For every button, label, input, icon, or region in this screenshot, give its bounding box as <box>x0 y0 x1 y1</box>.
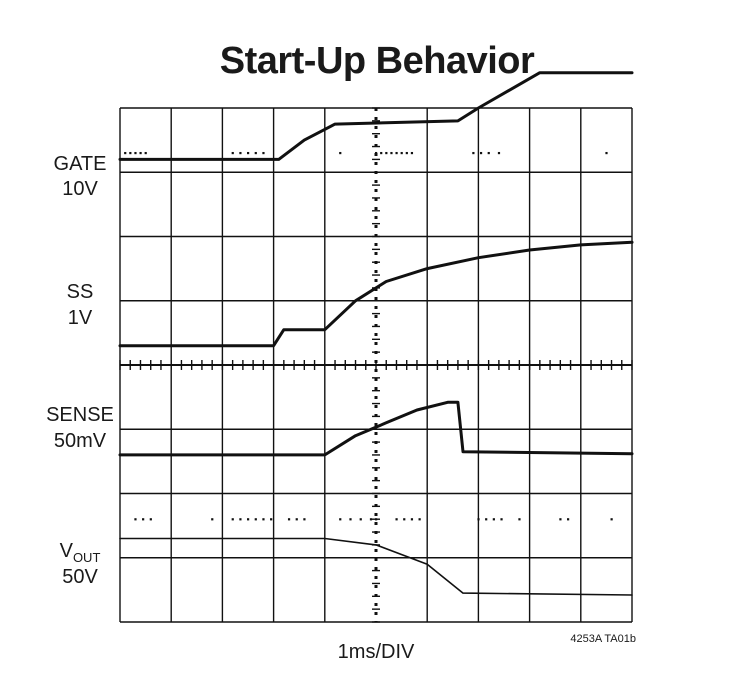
level-dot-2 <box>518 518 521 521</box>
graticule <box>119 107 633 623</box>
level-dot-2 <box>262 518 265 521</box>
channel-1-scale: 10V <box>62 178 98 200</box>
trace-channel-2 <box>118 240 634 348</box>
level-dot-1 <box>239 151 242 155</box>
channel-2-scale: 1V <box>68 307 93 329</box>
channel-1-label: GATE <box>54 153 107 175</box>
channel-4-name: V <box>60 540 74 562</box>
level-dot-1 <box>375 151 378 155</box>
level-dot-1 <box>385 151 388 155</box>
channel-3-label: SENSE <box>46 404 114 426</box>
level-dot-2 <box>211 518 214 521</box>
level-dot-1 <box>139 151 142 155</box>
level-dot-1 <box>129 151 132 155</box>
level-dot-2 <box>247 518 250 521</box>
level-dot-2 <box>485 518 488 521</box>
level-dot-1 <box>405 151 408 155</box>
level-dot-1 <box>124 151 127 155</box>
level-dot-2 <box>149 518 152 521</box>
level-dot-2 <box>492 518 495 521</box>
channel-4-name-sub: OUT <box>73 550 101 565</box>
level-dot-2 <box>231 518 234 521</box>
level-dot-2 <box>375 518 378 521</box>
level-dot-2 <box>418 518 421 521</box>
level-dot-1 <box>472 151 475 155</box>
level-dot-2 <box>295 518 298 521</box>
level-dot-2 <box>254 518 257 521</box>
level-dot-1 <box>497 151 501 155</box>
level-dot-2 <box>369 518 373 521</box>
chart-title: Start-Up Behavior <box>220 40 535 82</box>
level-dot-1 <box>400 151 403 155</box>
x-axis-label: 1ms/DIV <box>338 641 415 663</box>
level-dot-2 <box>410 518 414 521</box>
level-dot-2 <box>477 518 480 521</box>
channel-1-name: GATE <box>54 153 107 175</box>
level-dot-2 <box>339 518 342 521</box>
level-dot-2 <box>359 518 362 521</box>
level-dot-1 <box>410 151 414 155</box>
level-dot-1 <box>487 151 490 155</box>
level-dot-1 <box>390 151 393 155</box>
level-dot-2 <box>142 518 145 521</box>
level-dot-2 <box>559 518 562 521</box>
level-dot-1 <box>479 151 483 155</box>
level-dot-1 <box>231 151 234 155</box>
figure-reference: 4253A TA01b <box>570 633 636 645</box>
level-dot-1 <box>247 151 250 155</box>
channel-2-label: SS <box>67 281 94 303</box>
channel-4-scale: 50V <box>62 566 98 588</box>
channel-3-name: SENSE <box>46 404 114 426</box>
level-dot-1 <box>339 151 342 155</box>
trace-channel-1 <box>118 71 634 161</box>
level-dot-2 <box>403 518 406 521</box>
level-dot-1 <box>134 151 137 155</box>
level-dot-1 <box>380 151 383 155</box>
level-dot-2 <box>303 518 306 521</box>
trace-channel-3 <box>118 400 634 457</box>
level-dot-1 <box>262 151 265 155</box>
channel-2-name: SS <box>67 281 94 303</box>
level-dot-2 <box>567 518 570 521</box>
level-dot-2 <box>134 518 137 521</box>
level-dot-2 <box>287 518 291 521</box>
channel-3-scale: 50mV <box>54 430 107 452</box>
dotted-level-markers <box>124 151 613 521</box>
level-dot-1 <box>605 151 608 155</box>
level-dot-2 <box>395 518 398 521</box>
level-dot-1 <box>395 151 398 155</box>
level-dot-1 <box>144 151 147 155</box>
level-dot-2 <box>270 518 273 521</box>
level-dot-2 <box>500 518 503 521</box>
level-dot-2 <box>239 518 242 521</box>
traces <box>118 71 634 596</box>
level-dot-1 <box>254 151 257 155</box>
level-dot-2 <box>349 518 352 521</box>
level-dot-2 <box>610 518 613 521</box>
channel-4-label: VOUT <box>60 540 101 565</box>
trace-channel-4 <box>119 537 633 596</box>
